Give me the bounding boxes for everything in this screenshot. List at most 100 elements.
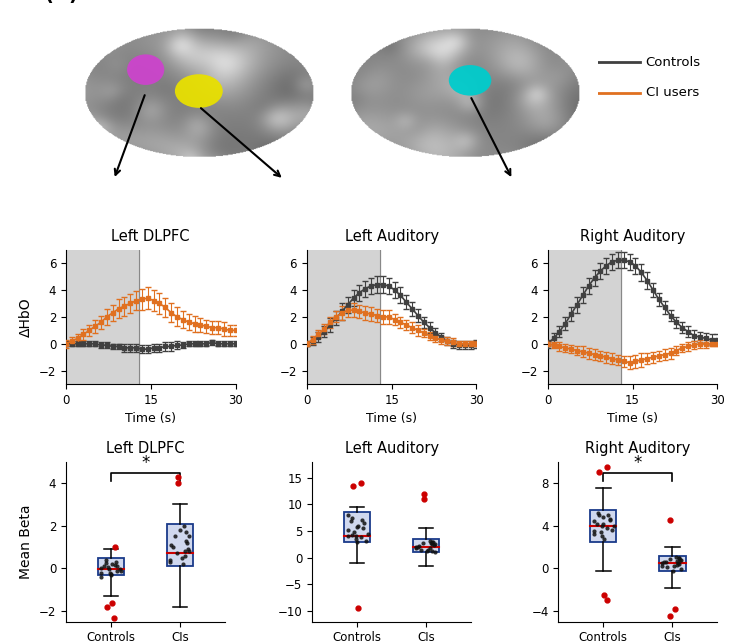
Point bbox=[104, 567, 116, 578]
Text: Controls: Controls bbox=[646, 56, 701, 69]
Point bbox=[657, 558, 668, 568]
Point bbox=[164, 554, 176, 565]
Point bbox=[604, 514, 616, 524]
Point bbox=[176, 553, 187, 563]
Point bbox=[662, 562, 673, 572]
Point bbox=[100, 554, 111, 565]
Point bbox=[99, 561, 111, 571]
Point bbox=[597, 512, 609, 522]
X-axis label: Time (s): Time (s) bbox=[125, 412, 176, 426]
Point bbox=[672, 558, 684, 568]
Text: CI users: CI users bbox=[646, 86, 699, 99]
Point bbox=[180, 535, 192, 545]
Point bbox=[109, 560, 121, 570]
Point bbox=[95, 572, 107, 582]
Point bbox=[673, 553, 684, 563]
Text: (D): (D) bbox=[45, 0, 78, 4]
Point bbox=[174, 525, 186, 535]
Point bbox=[607, 525, 619, 535]
Point bbox=[608, 520, 620, 531]
Point bbox=[177, 559, 189, 569]
Point bbox=[95, 563, 107, 574]
Text: Functional ROIs: Functional ROIs bbox=[275, 0, 415, 4]
Point bbox=[588, 529, 600, 539]
Point bbox=[602, 523, 613, 533]
Point bbox=[345, 517, 356, 527]
Point bbox=[348, 527, 360, 537]
Title: Right Auditory: Right Auditory bbox=[580, 229, 685, 244]
Point bbox=[102, 562, 114, 572]
Point bbox=[96, 567, 108, 578]
Bar bbox=[97, 558, 124, 575]
Point bbox=[412, 542, 424, 552]
Point bbox=[657, 561, 668, 571]
Point bbox=[106, 559, 118, 569]
Text: *: * bbox=[634, 454, 642, 472]
Point bbox=[589, 526, 600, 537]
Point bbox=[116, 565, 127, 576]
Point bbox=[604, 515, 616, 526]
Point bbox=[355, 532, 367, 542]
Point bbox=[410, 542, 422, 552]
Point bbox=[168, 542, 179, 552]
Bar bbox=[167, 524, 193, 566]
Ellipse shape bbox=[127, 54, 164, 85]
Bar bbox=[660, 556, 686, 570]
Point bbox=[352, 520, 364, 531]
Point bbox=[425, 543, 436, 553]
Point bbox=[418, 538, 430, 548]
Point bbox=[595, 527, 607, 537]
Point bbox=[429, 539, 441, 549]
Point bbox=[114, 564, 126, 574]
Point bbox=[179, 546, 191, 556]
Ellipse shape bbox=[449, 65, 491, 96]
Point bbox=[660, 557, 671, 567]
Point bbox=[429, 547, 441, 558]
Point bbox=[346, 513, 358, 523]
Point bbox=[351, 522, 363, 532]
Point bbox=[592, 508, 604, 518]
Y-axis label: Mean Beta: Mean Beta bbox=[19, 504, 33, 579]
Title: Left Auditory: Left Auditory bbox=[345, 229, 438, 244]
Title: Right Auditory: Right Auditory bbox=[585, 442, 690, 456]
Point bbox=[658, 557, 670, 567]
Point bbox=[424, 535, 436, 545]
Point bbox=[360, 535, 372, 545]
Point bbox=[421, 546, 433, 556]
Point bbox=[425, 538, 437, 549]
Point bbox=[597, 519, 609, 529]
Ellipse shape bbox=[175, 74, 223, 108]
Point bbox=[673, 559, 684, 569]
Point bbox=[426, 538, 438, 549]
Point bbox=[180, 527, 192, 537]
Y-axis label: ΔHbO: ΔHbO bbox=[19, 297, 33, 337]
Point bbox=[591, 519, 603, 529]
Point bbox=[351, 537, 363, 547]
Point bbox=[597, 520, 608, 531]
Point bbox=[350, 531, 362, 542]
Point bbox=[426, 537, 438, 547]
Point bbox=[675, 564, 687, 574]
X-axis label: Time (s): Time (s) bbox=[607, 412, 658, 426]
Point bbox=[111, 561, 123, 571]
Point bbox=[427, 537, 439, 547]
Point bbox=[670, 551, 681, 562]
Point bbox=[105, 570, 116, 580]
Point bbox=[588, 517, 600, 527]
Point bbox=[357, 523, 369, 533]
Point bbox=[671, 560, 682, 570]
Point bbox=[415, 545, 427, 555]
Bar bbox=[66, 249, 139, 384]
Text: *: * bbox=[141, 454, 149, 472]
Title: Left DLPFC: Left DLPFC bbox=[106, 442, 184, 456]
Point bbox=[182, 544, 193, 554]
Point bbox=[103, 564, 115, 574]
Point bbox=[428, 540, 440, 550]
Point bbox=[165, 540, 177, 550]
Point bbox=[342, 510, 354, 520]
Point bbox=[676, 554, 687, 565]
Point bbox=[667, 565, 679, 576]
Title: Left DLPFC: Left DLPFC bbox=[111, 229, 190, 244]
Point bbox=[346, 530, 358, 540]
Point bbox=[671, 556, 683, 566]
